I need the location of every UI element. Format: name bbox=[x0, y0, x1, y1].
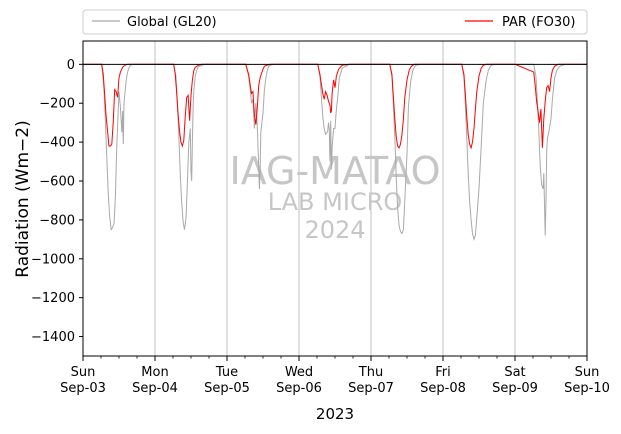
x-tick-date-1: Sep-04 bbox=[132, 381, 178, 396]
x-gridlines bbox=[154, 41, 516, 356]
x-axis-label: 2023 bbox=[316, 405, 354, 423]
y-tick-label-6: −1200 bbox=[31, 291, 75, 306]
x-tick-day-6: Sat bbox=[504, 365, 525, 380]
x-tick-day-7: Sun bbox=[575, 365, 600, 380]
y-axis: 0 −200 −400 −600 −800 −1000 −1200 −1400 bbox=[31, 58, 83, 345]
x-tick-day-1: Mon bbox=[141, 365, 168, 380]
y-tick-label-5: −1000 bbox=[31, 252, 75, 267]
watermark-line-1: IAG-MATAO bbox=[229, 149, 440, 193]
legend: Global (GL20) PAR (FO30) bbox=[82, 9, 588, 35]
legend-label-global: Global (GL20) bbox=[127, 15, 217, 30]
y-axis-label: Radiation (Wm−2) bbox=[13, 120, 33, 277]
x-tick-date-2: Sep-05 bbox=[204, 381, 250, 396]
y-tick-label-4: −800 bbox=[39, 213, 75, 228]
x-tick-day-4: Thu bbox=[358, 365, 383, 380]
watermark-line-3: 2024 bbox=[304, 216, 365, 244]
x-tick-day-5: Fri bbox=[435, 365, 451, 380]
watermark-line-2: LAB MICRO bbox=[268, 188, 403, 216]
legend-label-par: PAR (FO30) bbox=[502, 15, 575, 30]
y-tick-label-1: −200 bbox=[39, 97, 75, 112]
y-tick-label-2: −400 bbox=[39, 136, 75, 151]
x-axis: SunSep-03MonSep-04TueSep-05WedSep-06ThuS… bbox=[60, 356, 610, 396]
x-tick-date-0: Sep-03 bbox=[60, 381, 106, 396]
legend-box bbox=[82, 9, 588, 35]
x-tick-date-7: Sep-10 bbox=[564, 381, 610, 396]
x-tick-date-3: Sep-06 bbox=[276, 381, 322, 396]
x-tick-day-3: Wed bbox=[285, 365, 313, 380]
x-tick-date-4: Sep-07 bbox=[348, 381, 394, 396]
x-tick-day-0: Sun bbox=[71, 365, 96, 380]
y-tick-label-7: −1400 bbox=[31, 330, 75, 345]
y-tick-label-3: −600 bbox=[39, 175, 75, 190]
x-tick-date-5: Sep-08 bbox=[420, 381, 466, 396]
x-tick-day-2: Tue bbox=[215, 365, 238, 380]
x-tick-date-6: Sep-09 bbox=[492, 381, 538, 396]
y-tick-label-0: 0 bbox=[67, 58, 75, 73]
